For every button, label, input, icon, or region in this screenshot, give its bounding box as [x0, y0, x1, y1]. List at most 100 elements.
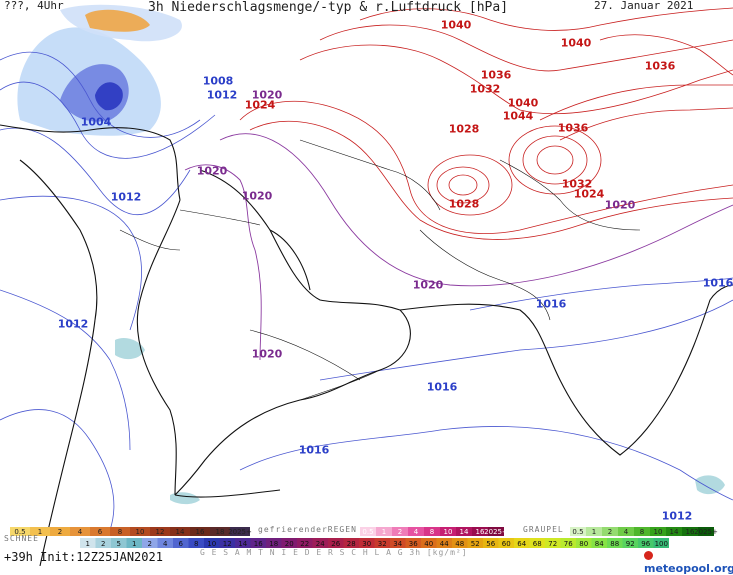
legend-tick-label: 8 [640, 528, 644, 536]
legend-swatch [682, 527, 698, 536]
legend-swatch [498, 538, 514, 548]
legend-tick-label: 14 [460, 528, 469, 536]
legend-tick-label: 14 [176, 528, 185, 536]
legend-tick-label: 10 [444, 528, 453, 536]
header-left-text: ???, 4Uhr [4, 0, 64, 12]
legend-tick-label: 60 [502, 540, 511, 548]
legend-swatch [570, 527, 586, 536]
legend-tick-label: 24 [316, 540, 325, 548]
legend-tick-label: 1 [132, 540, 136, 548]
legend-swatch [456, 527, 472, 536]
legend-tick-label: 2025+ [484, 528, 508, 536]
legend-swatch [545, 538, 561, 548]
isobar-label: 1028 [448, 197, 480, 211]
isobar-label: 1016 [535, 297, 567, 311]
legend-swatch [30, 527, 50, 536]
legend-snow-label: SCHNEE [4, 534, 39, 543]
legend-swatch [10, 527, 30, 536]
legend-tick-label: 0.5 [572, 528, 583, 536]
legend-tick-label: 16 [196, 528, 205, 536]
legend-swatch [514, 538, 530, 548]
site-logo[interactable]: meteopool.org [644, 549, 733, 575]
legend-tick-label: 68 [533, 540, 542, 548]
legend-swatch [80, 538, 96, 548]
isobars-mid [184, 133, 733, 361]
legend-swatch [188, 538, 204, 548]
legend-tick-label: 28 [347, 540, 356, 548]
legend-graupel-label: GRAUPEL [523, 525, 564, 534]
legend-tick-label: 4 [414, 528, 419, 536]
legend-tick-label: 2 [148, 540, 152, 548]
legend-tick-label: 56 [486, 540, 495, 548]
legend-tick-label: 22 [300, 540, 309, 548]
isobar-label: 1020 [604, 198, 636, 212]
isobar-label: 1012 [57, 317, 89, 331]
legend-swatch [666, 527, 682, 536]
legend-freezing-rain-label: gefrierenderREGEN [258, 525, 357, 534]
legend-swatch [312, 538, 328, 548]
isobars-high [239, 7, 733, 240]
legend-swatch [424, 527, 440, 536]
legend-tick-label: 76 [564, 540, 573, 548]
legend-swatch [607, 538, 623, 548]
legend-swatch [130, 527, 150, 536]
legend-tick-label: 1 [592, 528, 596, 536]
legend-swatch [142, 538, 158, 548]
logo-text: meteopool.org [644, 562, 733, 575]
legend-swatch [110, 527, 130, 536]
isobar-label: 1040 [507, 96, 539, 110]
legend-tick-label: 88 [610, 540, 619, 548]
legend-tick-label: 36 [409, 540, 418, 548]
legend-tick-label: 18 [216, 528, 225, 536]
legend-swatch [436, 538, 452, 548]
legend-swatch [408, 527, 424, 536]
legend-swatch [173, 538, 189, 548]
legend-tick-label: 2 [58, 528, 62, 536]
legend-tick-label: 2 [608, 528, 612, 536]
legend-tick-label: 44 [440, 540, 449, 548]
legend-swatch [650, 527, 666, 536]
isobar-label: 1016 [702, 276, 733, 290]
legend-tick-label: 0.5 [362, 528, 373, 536]
legend-swatch [421, 538, 437, 548]
legend-swatch [472, 527, 488, 536]
legend-swatch [170, 527, 190, 536]
legend-swatch [529, 538, 545, 548]
isobars-low [0, 51, 733, 531]
legend-swatch [586, 527, 602, 536]
legend-tick-label: 4 [78, 528, 83, 536]
map-date: 27. Januar 2021 [594, 0, 694, 12]
legend-tick-label: 14 [238, 540, 247, 548]
isobar-label: 1028 [448, 122, 480, 136]
isobar-label: 1036 [557, 121, 589, 135]
legend-swatch [576, 538, 592, 548]
legend-swatch [374, 538, 390, 548]
isobar-label: 1004 [80, 115, 112, 129]
legend-swatch [483, 538, 499, 548]
isobar-label: 1012 [110, 190, 142, 204]
isobar-label: 1040 [440, 18, 472, 32]
legend-swatch [560, 538, 576, 548]
borders [119, 139, 641, 401]
legend-swatch [126, 538, 142, 548]
model-run-info: +39h Init:12Z25JAN2021 [4, 550, 163, 564]
legend-tick-label: 16 [686, 528, 695, 536]
legend-tick-label: 12 [156, 528, 165, 536]
legend-tick-label: 2025+ [228, 528, 252, 536]
legend-swatch [230, 527, 250, 536]
precipitation-area [17, 4, 725, 505]
legend-bars: 0.5 1 2 4 6 8 10 12 14 16 18 2025+ 0.5 1 2 4 8 10 14 16 202… [10, 527, 718, 548]
legend-swatch [392, 527, 408, 536]
legend-tick-label: 8 [118, 528, 122, 536]
isobar-label: 1032 [469, 82, 501, 96]
legend-tick-label: 96 [641, 540, 650, 548]
legend-swatch [343, 538, 359, 548]
legend-tick-label: 2 [398, 528, 402, 536]
isobar-label: 1032 [561, 177, 593, 191]
legend-tick-label: 6 [179, 540, 184, 548]
legend-swatch [90, 527, 110, 536]
legend-tick-label: 92 [626, 540, 635, 548]
legend-tick-label: 30 [362, 540, 371, 548]
isobar-label: 1020 [412, 278, 444, 292]
